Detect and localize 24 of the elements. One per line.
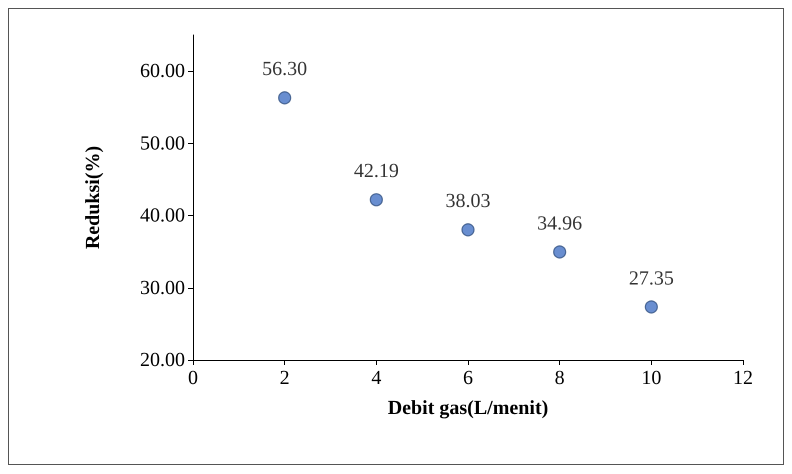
x-tick-label: 12 [733, 367, 753, 389]
x-axis-title: Debit gas(L/menit) [388, 397, 548, 419]
x-tick-label: 0 [188, 367, 198, 389]
y-tick-label: 50.00 [140, 132, 185, 154]
data-label: 56.30 [262, 58, 308, 80]
data-label: 38.03 [446, 190, 490, 212]
y-tick-label: 40.00 [140, 204, 185, 227]
x-tick-label: 8 [554, 367, 565, 389]
y-tick-label: 20.00 [140, 349, 185, 371]
point [553, 245, 566, 259]
x-tick-label: 4 [371, 367, 382, 389]
data-label: 42.19 [354, 160, 399, 182]
x-tick-label: 10 [641, 367, 662, 389]
point [644, 300, 658, 314]
point [461, 223, 475, 236]
y-tick-label: 30.00 [140, 276, 185, 299]
point [278, 91, 292, 104]
x-tick-label: 6 [463, 367, 473, 389]
data-label: 27.35 [628, 267, 674, 290]
x-tick-label: 2 [280, 367, 290, 389]
y-tick-label: 60.00 [140, 60, 185, 82]
y-axis-title: Reduksi(%) [82, 146, 104, 250]
point [370, 193, 383, 206]
data-label: 34.96 [537, 212, 582, 234]
